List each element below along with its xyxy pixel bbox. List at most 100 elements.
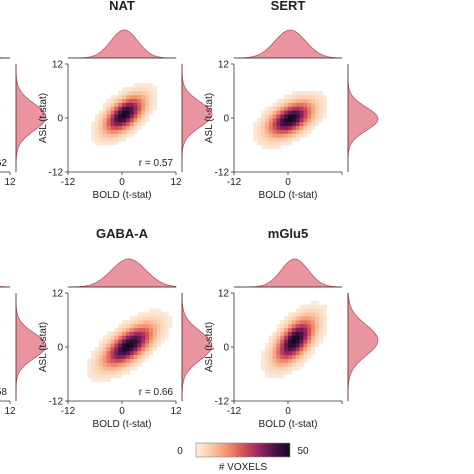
heatmap-bin xyxy=(133,118,138,123)
heatmap-bin xyxy=(311,106,316,111)
heatmap-bin xyxy=(118,354,123,359)
heatmap-bin xyxy=(114,102,119,107)
heatmap-bin xyxy=(141,347,146,352)
heatmap-bin xyxy=(145,312,150,317)
heatmap-bin xyxy=(149,312,154,317)
heatmap-bin xyxy=(102,339,107,344)
heatmap-bin xyxy=(280,118,285,123)
heatmap-bin xyxy=(272,121,277,127)
heatmap-bin xyxy=(106,374,111,379)
heatmap-bin xyxy=(291,102,297,107)
heatmap-bin xyxy=(141,316,146,321)
heatmap-bin xyxy=(261,137,266,142)
heatmap-bin xyxy=(110,331,115,336)
heatmap-bin xyxy=(288,94,293,100)
heatmap-bin xyxy=(284,327,289,332)
heatmap-bin xyxy=(125,343,131,348)
heatmap-bin xyxy=(288,350,293,356)
heatmap-bin xyxy=(307,323,312,329)
heatmap-bin xyxy=(137,91,142,96)
heatmap-bin xyxy=(288,354,293,359)
heatmap-bin xyxy=(98,141,104,146)
heatmap-bin xyxy=(91,354,96,359)
heatmap-bin xyxy=(106,129,111,134)
heatmap-bin xyxy=(141,102,146,107)
heatmap-bin xyxy=(268,358,273,363)
heatmap-bin xyxy=(272,374,277,379)
heatmap-bin xyxy=(291,331,297,336)
x-axis-label: BOLD (t-stat) xyxy=(259,190,318,201)
heatmap-bin xyxy=(152,339,158,344)
heatmap-bin xyxy=(261,141,266,146)
heatmap-bin xyxy=(98,370,104,375)
heatmap-bin xyxy=(87,366,92,371)
heatmap-bin xyxy=(137,110,142,115)
heatmap-bin xyxy=(137,87,142,92)
heatmap-bin xyxy=(129,331,134,336)
heatmap-bin xyxy=(114,347,119,352)
heatmap-bin xyxy=(106,362,111,367)
heatmap-bin xyxy=(87,370,92,375)
heatmap-bin xyxy=(284,320,289,325)
heatmap-bin xyxy=(118,327,123,332)
heatmap-bin xyxy=(276,327,281,332)
heatmap-bin xyxy=(280,141,285,146)
x-axis-label: BOLD (t-stat) xyxy=(259,419,318,430)
heatmap-bin xyxy=(106,370,111,375)
heatmap-bin xyxy=(133,110,138,115)
heatmap-bin xyxy=(268,129,273,134)
colorbar-bar xyxy=(195,442,291,458)
heatmap-bin xyxy=(261,114,266,119)
heatmap-bin xyxy=(288,102,293,107)
heatmap-bin xyxy=(288,320,293,325)
panel-2: SERT -12 0 12 0 -12 BOLD (t-stat) ASL (t-stat) xyxy=(204,0,379,201)
heatmap-bin xyxy=(156,323,161,329)
heatmap-bin xyxy=(168,320,173,325)
heatmap-bin xyxy=(129,362,134,367)
heatmap-bin xyxy=(122,347,127,352)
heatmap-bin xyxy=(98,118,104,123)
heatmap-bin xyxy=(268,145,273,150)
heatmap-bin xyxy=(280,374,285,379)
marginal-y-density xyxy=(181,292,213,402)
heatmap-bin xyxy=(133,354,138,359)
heatmap-bin xyxy=(295,323,300,329)
heatmap-bin xyxy=(268,110,273,115)
heatmap-bin xyxy=(315,327,320,332)
heatmap-bin xyxy=(106,133,111,138)
heatmap-bin xyxy=(102,374,107,379)
heatmap-bin xyxy=(102,118,107,123)
heatmap-bin xyxy=(280,354,285,359)
heatmap-bin xyxy=(272,129,277,134)
heatmap-bin xyxy=(114,114,119,119)
heatmap-bin xyxy=(268,366,273,371)
heatmap-bins xyxy=(87,308,173,383)
heatmap-bin xyxy=(149,347,154,352)
heatmap-bin xyxy=(261,133,266,138)
heatmap-bin xyxy=(160,316,165,321)
heatmap-bin xyxy=(276,347,281,352)
heatmap-bin xyxy=(106,377,111,383)
heatmap-bin xyxy=(322,331,327,336)
heatmap-bin xyxy=(95,358,100,363)
panel-0: DAT012BOLD (t-stat)r = 0.562 xyxy=(0,57,47,188)
heatmap-bin xyxy=(95,366,100,371)
heatmap-bin xyxy=(284,331,289,336)
heatmap-bin xyxy=(264,354,270,359)
heatmap-bin xyxy=(114,133,119,138)
heatmap-bin xyxy=(303,125,308,130)
heatmap-bin xyxy=(141,121,146,127)
heatmap-bin xyxy=(322,106,327,111)
heatmap-bin xyxy=(149,106,154,111)
heatmap-bin xyxy=(95,141,100,146)
heatmap-bin xyxy=(118,133,123,138)
heatmap-bin xyxy=(129,358,134,363)
heatmap-bin xyxy=(102,133,107,138)
heatmap-bin xyxy=(122,98,127,103)
heatmap-bin xyxy=(268,121,273,127)
correlation-label: r = 0.66 xyxy=(139,387,174,398)
heatmap-bin xyxy=(168,316,173,321)
heatmap-bin xyxy=(303,331,308,336)
heatmap-bin xyxy=(291,335,297,340)
heatmap-bin xyxy=(110,362,115,367)
